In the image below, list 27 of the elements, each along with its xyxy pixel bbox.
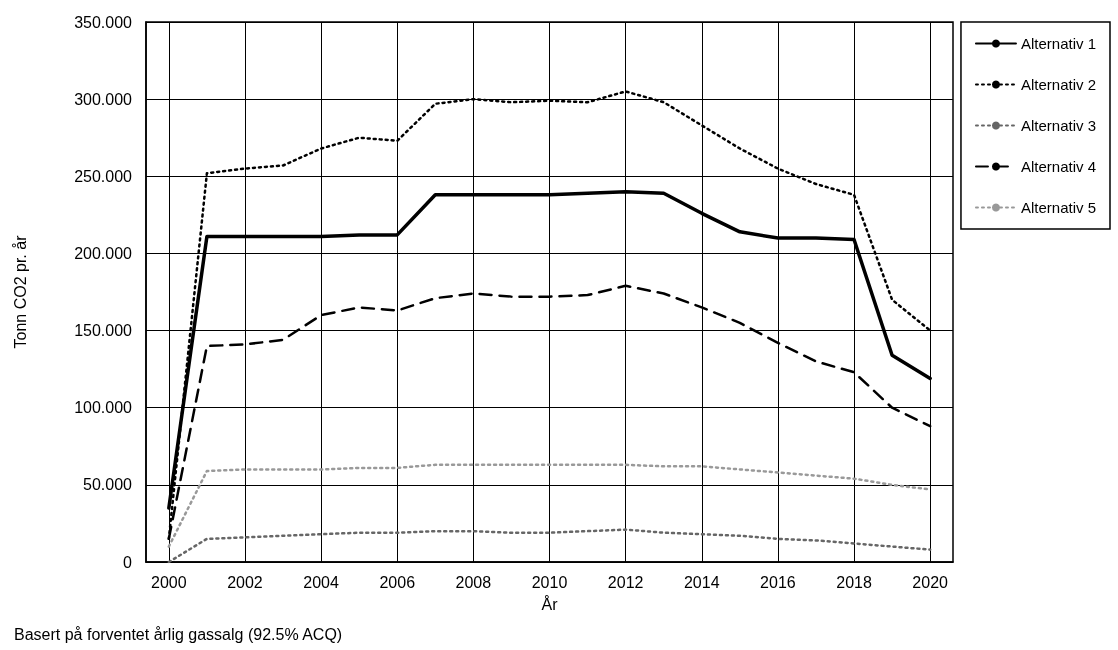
x-tick-label: 2008 xyxy=(455,573,492,591)
y-tick-label: 350.000 xyxy=(74,13,133,31)
y-tick-label: 150.000 xyxy=(74,322,133,340)
x-tick-label: 2012 xyxy=(607,573,644,591)
legend-label: Alternativ 3 xyxy=(1020,117,1097,134)
y-tick-label: 0 xyxy=(123,553,133,571)
x-tick-label: 2020 xyxy=(912,573,949,591)
x-tick-label: 2006 xyxy=(379,573,416,591)
y-tick-label: 300.000 xyxy=(74,90,133,108)
y-tick-label: 50.000 xyxy=(83,476,133,494)
y-tick-label: 200.000 xyxy=(74,244,133,262)
legend-label: Alternativ 2 xyxy=(1020,76,1097,93)
x-tick-label: 2004 xyxy=(303,573,339,591)
x-tick-label: 2002 xyxy=(227,573,263,591)
x-axis-title: År xyxy=(541,594,559,613)
legend-label: Alternativ 1 xyxy=(1020,35,1097,52)
x-tick-label: 2000 xyxy=(151,573,187,591)
y-axis-title: Tonn CO2 pr. år xyxy=(11,234,29,349)
legend-label: Alternativ 4 xyxy=(1020,158,1097,175)
legend-label: Alternativ 5 xyxy=(1020,199,1097,216)
x-tick-label: 2014 xyxy=(683,573,720,591)
y-tick-label: 100.000 xyxy=(74,399,133,417)
x-tick-label: 2010 xyxy=(531,573,568,591)
x-tick-label: 2018 xyxy=(836,573,872,591)
x-tick-label: 2016 xyxy=(760,573,796,591)
y-tick-label: 250.000 xyxy=(74,167,133,185)
text: Basert på forventet årlig gassalg (92.5% ACQ) xyxy=(14,625,343,643)
